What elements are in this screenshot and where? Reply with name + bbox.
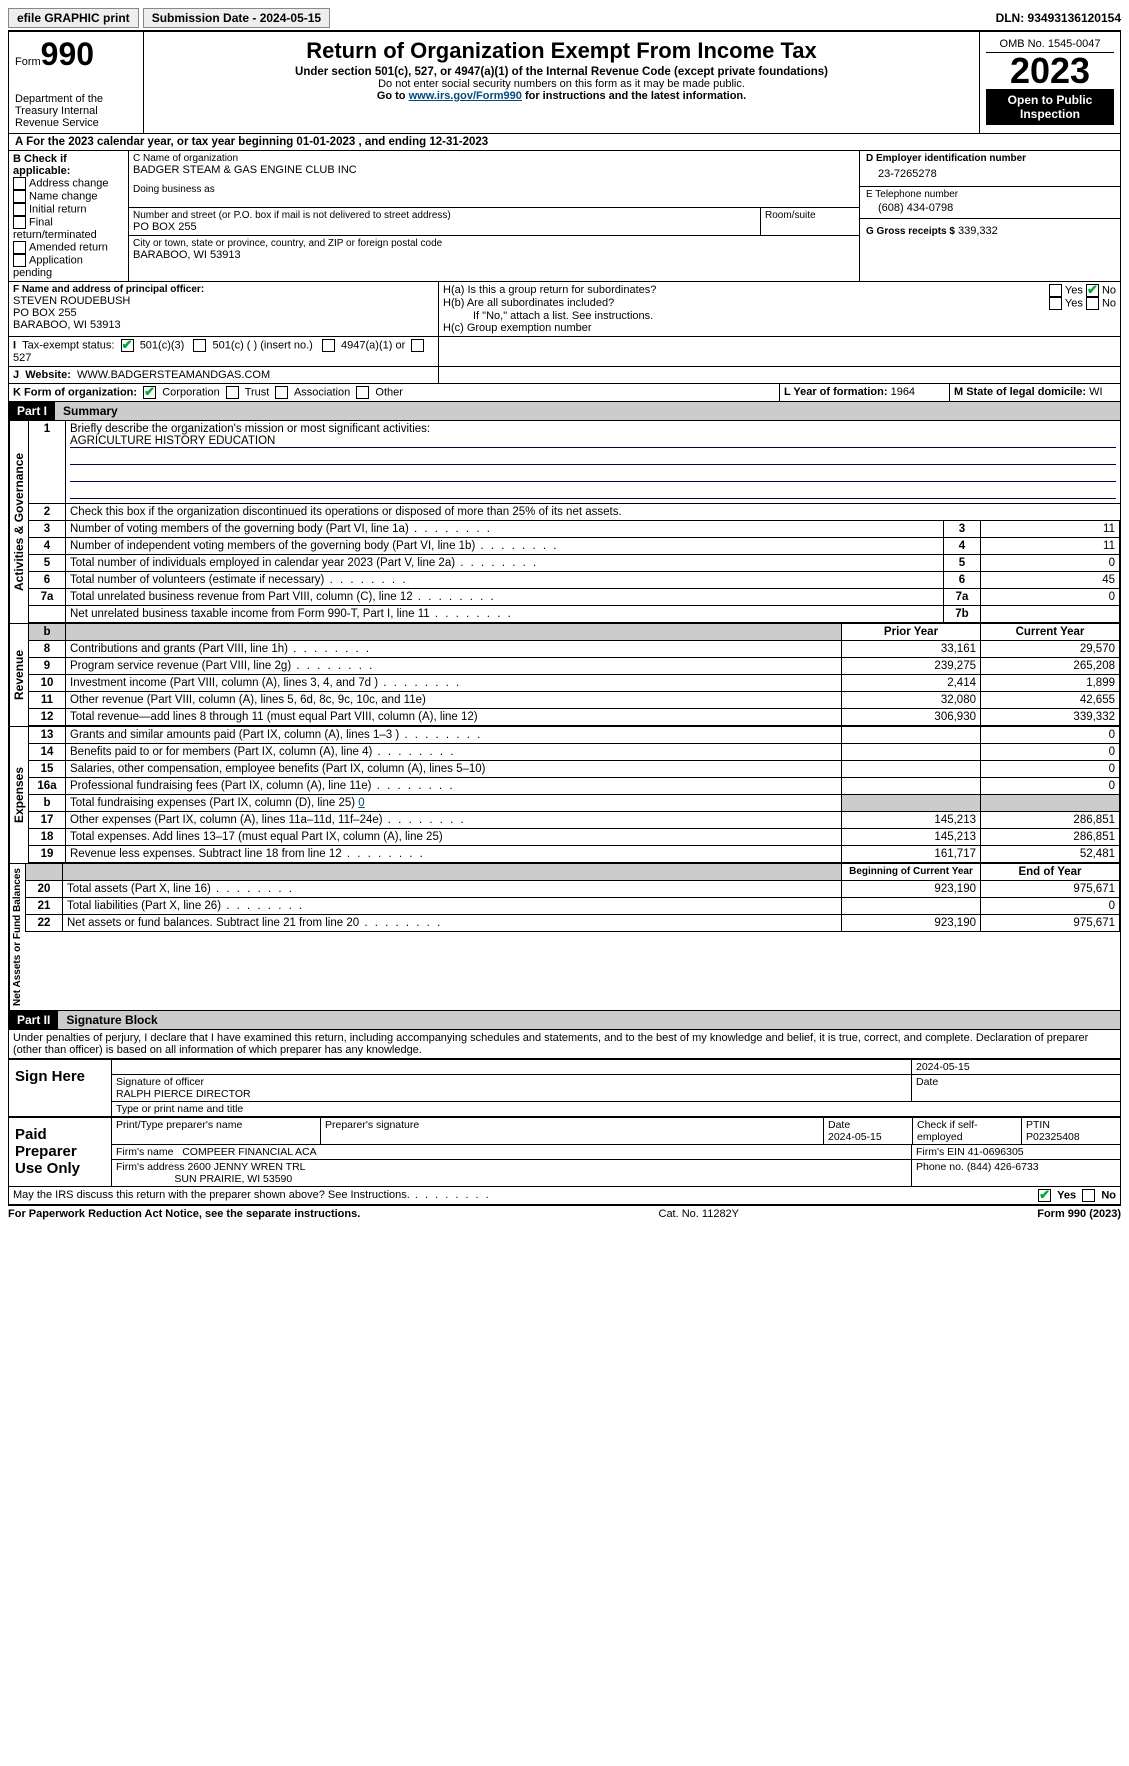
row-i: I Tax-exempt status: 501(c)(3) 501(c) ( … xyxy=(8,337,1121,367)
chk-initial[interactable]: Initial return xyxy=(13,203,124,216)
chk-other[interactable] xyxy=(356,386,369,399)
chk-501c[interactable] xyxy=(193,339,206,352)
chk-name[interactable]: Name change xyxy=(13,190,124,203)
open-to-public: Open to Public Inspection xyxy=(986,89,1114,125)
dept-treasury: Department of the Treasury Internal Reve… xyxy=(15,73,137,129)
form-number: 990 xyxy=(41,36,94,72)
ein: 23-7265278 xyxy=(866,164,1114,184)
topbar: efile GRAPHIC print Submission Date - 20… xyxy=(8,8,1121,32)
hb-no[interactable]: No xyxy=(1086,297,1116,310)
chk-4947[interactable] xyxy=(322,339,335,352)
form-title: Return of Organization Exempt From Incom… xyxy=(150,38,973,64)
footer: For Paperwork Reduction Act Notice, see … xyxy=(8,1205,1121,1220)
sidebar-governance: Activities & Governance xyxy=(9,421,28,623)
org-name: BADGER STEAM & GAS ENGINE CLUB INC xyxy=(133,164,855,176)
submission-date: Submission Date - 2024-05-15 xyxy=(143,8,330,28)
header-sub1: Under section 501(c), 527, or 4947(a)(1)… xyxy=(150,66,973,78)
chk-amended[interactable]: Amended return xyxy=(13,241,124,254)
row-klm: K Form of organization: Corporation Trus… xyxy=(8,384,1121,402)
form-number-cell: Form990 Department of the Treasury Inter… xyxy=(9,32,144,133)
officer-sig: RALPH PIERCE DIRECTOR xyxy=(116,1088,251,1100)
row-j: J Website: WWW.BADGERSTEAMANDGAS.COM xyxy=(8,367,1121,384)
expenses-table: 13Grants and similar amounts paid (Part … xyxy=(28,727,1120,863)
officer-city: BARABOO, WI 53913 xyxy=(13,319,434,331)
chk-address[interactable]: Address change xyxy=(13,177,124,190)
section-f: F Name and address of principal officer:… xyxy=(9,282,439,336)
fundraising-link[interactable]: 0 xyxy=(358,797,364,809)
section-b: B Check if applicable: Address change Na… xyxy=(9,151,129,281)
section-c: C Name of organization BADGER STEAM & GA… xyxy=(129,151,860,281)
header-right: OMB No. 1545-0047 2023 Open to Public In… xyxy=(980,32,1120,133)
bcdeg-block: B Check if applicable: Address change Na… xyxy=(8,151,1121,282)
org-street: PO BOX 255 xyxy=(133,221,756,233)
paid-preparer: Paid Preparer Use Only Print/Type prepar… xyxy=(8,1118,1121,1187)
form-label: Form xyxy=(15,56,41,68)
header-center: Return of Organization Exempt From Incom… xyxy=(144,32,980,133)
penalties-text: Under penalties of perjury, I declare th… xyxy=(8,1030,1121,1058)
phone: (608) 434-0798 xyxy=(866,200,1114,216)
part-ii-header: Part II Signature Block xyxy=(8,1011,1121,1030)
header-sub2: Do not enter social security numbers on … xyxy=(150,78,973,90)
form-header: Form990 Department of the Treasury Inter… xyxy=(8,32,1121,134)
line-a: A For the 2023 calendar year, or tax yea… xyxy=(8,134,1121,151)
irs-link[interactable]: www.irs.gov/Form990 xyxy=(409,90,522,102)
may-irs-discuss: May the IRS discuss this return with the… xyxy=(8,1187,1121,1205)
website[interactable]: WWW.BADGERSTEAMANDGAS.COM xyxy=(77,369,270,381)
chk-501c3[interactable] xyxy=(121,339,134,352)
section-h: H(a) Is this a group return for subordin… xyxy=(439,282,1120,336)
hb-yes[interactable]: Yes xyxy=(1049,297,1083,310)
year-formation: 1964 xyxy=(891,386,915,398)
sign-here: Sign Here 2024-05-15 Signature of office… xyxy=(8,1058,1121,1118)
footer-left: For Paperwork Reduction Act Notice, see … xyxy=(8,1208,360,1220)
discuss-yes[interactable]: Yes xyxy=(1038,1189,1076,1202)
part-i-header: Part I Summary xyxy=(8,402,1121,421)
tax-year: 2023 xyxy=(986,53,1114,89)
chk-corp[interactable] xyxy=(143,386,156,399)
chk-527[interactable] xyxy=(411,339,424,352)
sidebar-netassets: Net Assets or Fund Balances xyxy=(9,864,25,1010)
discuss-no[interactable]: No xyxy=(1082,1189,1116,1202)
firm-phone: (844) 426-6733 xyxy=(967,1161,1039,1173)
ha-no[interactable]: No xyxy=(1086,284,1116,297)
revenue-table: bPrior YearCurrent Year 8Contributions a… xyxy=(28,624,1120,726)
footer-mid: Cat. No. 11282Y xyxy=(360,1208,1037,1220)
chk-final[interactable]: Final return/terminated xyxy=(13,216,124,241)
mission-text: AGRICULTURE HISTORY EDUCATION xyxy=(70,435,1116,448)
efile-print-button[interactable]: efile GRAPHIC print xyxy=(8,8,139,28)
fh-block: F Name and address of principal officer:… xyxy=(8,282,1121,337)
governance-table: 1 Briefly describe the organization's mi… xyxy=(28,421,1120,623)
firm-name: COMPEER FINANCIAL ACA xyxy=(182,1146,316,1158)
chk-trust[interactable] xyxy=(226,386,239,399)
chk-pending[interactable]: Application pending xyxy=(13,254,124,279)
ha-yes[interactable]: Yes xyxy=(1049,284,1083,297)
line-a-text: A For the 2023 calendar year, or tax yea… xyxy=(9,134,1120,150)
sidebar-expenses: Expenses xyxy=(9,727,28,863)
org-city: BARABOO, WI 53913 xyxy=(133,249,855,261)
dln: DLN: 93493136120154 xyxy=(996,11,1121,25)
section-deg: D Employer identification number 23-7265… xyxy=(860,151,1120,281)
officer-street: PO BOX 255 xyxy=(13,307,434,319)
state-domicile: WI xyxy=(1089,386,1102,398)
footer-right: Form 990 (2023) xyxy=(1037,1208,1121,1220)
chk-assoc[interactable] xyxy=(275,386,288,399)
officer-name: STEVEN ROUDEBUSH xyxy=(13,295,434,307)
netassets-table: Beginning of Current YearEnd of Year 20T… xyxy=(25,864,1120,932)
sidebar-revenue: Revenue xyxy=(9,624,28,726)
ptin: P02325408 xyxy=(1026,1131,1080,1143)
header-sub3: Go to www.irs.gov/Form990 for instructio… xyxy=(150,90,973,102)
gross-receipts: 339,332 xyxy=(958,225,998,237)
firm-ein: 41-0696305 xyxy=(968,1146,1024,1158)
